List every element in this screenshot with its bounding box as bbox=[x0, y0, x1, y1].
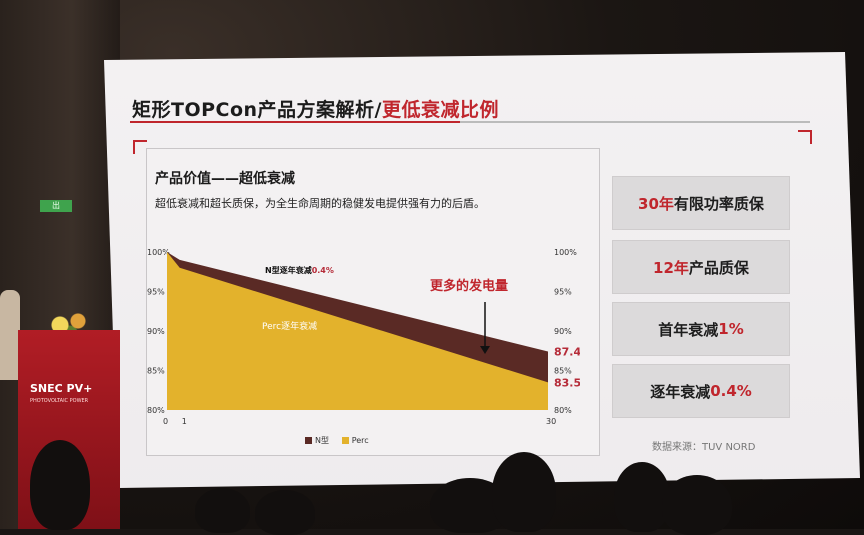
podium-sub: PHOTOVOLTAIC POWER bbox=[30, 398, 89, 404]
card-yearly: 逐年衰减 0.4% bbox=[612, 364, 790, 418]
title-underline bbox=[130, 121, 810, 123]
legend-label-perc: Perc bbox=[351, 436, 369, 445]
chart-legend: N型 Perc bbox=[305, 435, 369, 446]
panel-heading: 产品价值——超低衰减 bbox=[155, 171, 295, 187]
area-perc bbox=[167, 252, 548, 410]
annotation-more-generation: 更多的发电量 bbox=[430, 279, 509, 294]
y-tick-right: 95% bbox=[554, 288, 572, 297]
y-tick-left: 80% bbox=[147, 406, 165, 415]
x-tick: 0 bbox=[163, 417, 168, 426]
legend-label-n: N型 bbox=[315, 436, 329, 445]
audience-head bbox=[492, 452, 556, 532]
corner-bracket bbox=[798, 130, 812, 144]
y-tick-right: 100% bbox=[554, 248, 577, 257]
end-label-n: 87.4% bbox=[554, 346, 580, 359]
y-tick-left: 90% bbox=[147, 327, 165, 336]
degradation-chart: 100% 95% 90% 85% 80% 100% 95% 90% 85% 80% 0 1 30 8… bbox=[147, 248, 580, 426]
slide-title: 矩形TOPCon产品方案解析/更低衰减比例 bbox=[132, 99, 500, 121]
y-tick-left: 100% bbox=[147, 248, 170, 257]
x-tick: 30 bbox=[546, 417, 556, 426]
y-tick-left: 95% bbox=[147, 288, 165, 297]
audience-head bbox=[662, 475, 732, 535]
audience-head bbox=[614, 462, 670, 532]
card-warranty-power: 30年 有限功率质保 bbox=[612, 176, 790, 230]
data-source: 数据来源：TUV NORD bbox=[652, 442, 756, 453]
end-label-perc: 83.5% bbox=[554, 376, 580, 389]
y-tick-left: 85% bbox=[147, 367, 165, 376]
n-type-label: N型逐年衰减0.4% bbox=[265, 265, 334, 275]
legend-swatch-perc bbox=[341, 437, 349, 444]
audience-head bbox=[30, 440, 90, 530]
panel-subtext: 超低衰减和超长质保，为全生命周期的稳健发电提供强有力的后盾。 bbox=[155, 197, 485, 210]
x-tick: 1 bbox=[182, 417, 187, 426]
arrow-head bbox=[480, 346, 490, 354]
perc-label: Perc逐年衰减 bbox=[262, 320, 317, 332]
legend-swatch-n bbox=[305, 437, 312, 444]
n-type-label-value: 0.4% bbox=[312, 266, 334, 275]
audience-head bbox=[255, 490, 315, 535]
audience-head bbox=[195, 488, 250, 533]
y-tick-right: 80% bbox=[554, 406, 572, 415]
exit-sign: 出 bbox=[40, 200, 72, 212]
y-tick-right: 85% bbox=[554, 367, 572, 376]
y-tick-right: 90% bbox=[554, 327, 572, 336]
corner-bracket bbox=[133, 140, 147, 154]
card-first-year: 首年衰减 1% bbox=[612, 302, 790, 356]
card-warranty-product: 12年 产品质保 bbox=[612, 240, 790, 294]
speaker bbox=[0, 290, 20, 380]
podium-brand: SNEC PV+ bbox=[30, 382, 93, 395]
